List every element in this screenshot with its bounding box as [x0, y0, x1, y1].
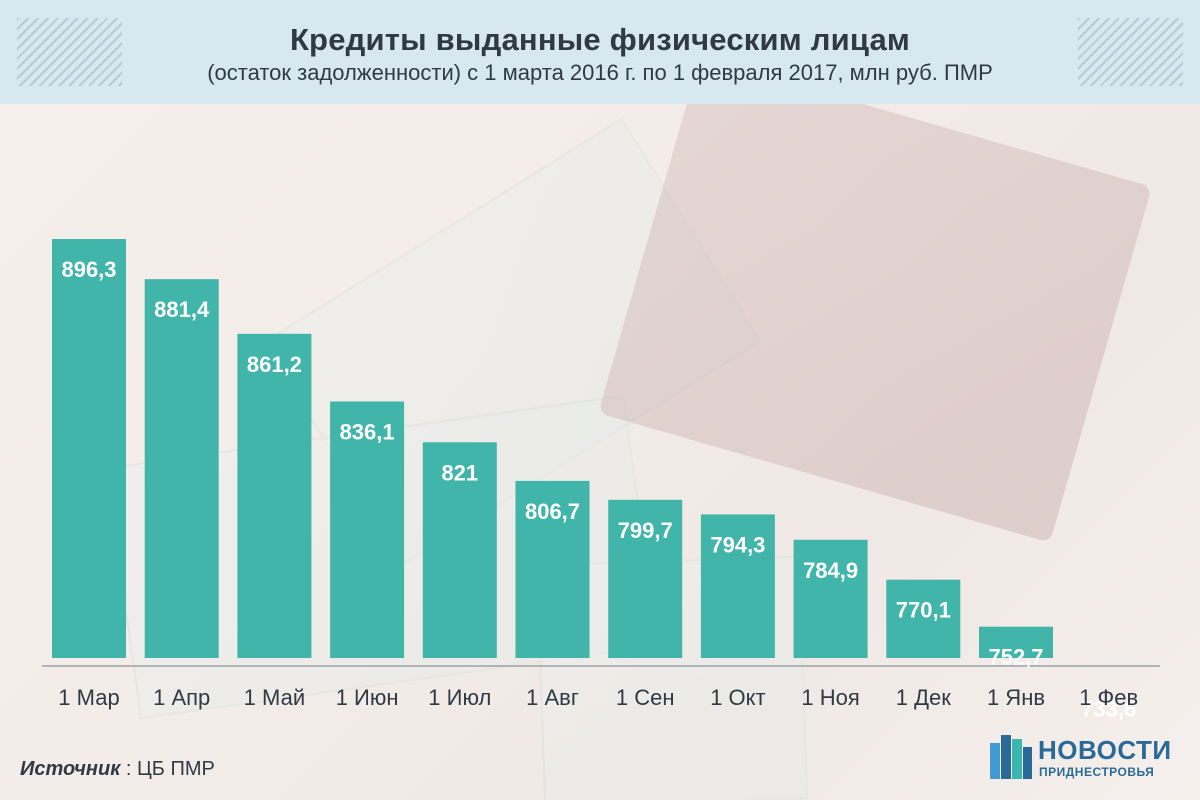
x-tick-label: 1 Дек	[896, 685, 951, 710]
x-tick-label: 1 Июл	[428, 685, 491, 710]
bar	[793, 539, 868, 658]
x-tick-label: 1 Май	[244, 685, 305, 710]
bar	[608, 499, 683, 658]
news-logo: НОВОСТИ ПРИДНЕСТРОВЬЯ	[990, 735, 1185, 785]
decorative-stripes	[17, 18, 122, 86]
bar	[515, 480, 590, 658]
x-tick-label: 1 Авг	[526, 685, 579, 710]
bar-value-label: 794,3	[710, 532, 765, 557]
x-tick-label: 1 Янв	[987, 685, 1045, 710]
x-tick-label: 1 Мар	[58, 685, 119, 710]
x-tick-label: 1 Фев	[1079, 685, 1138, 710]
source-value: ЦБ ПМР	[137, 758, 215, 780]
bar-value-label: 799,7	[618, 518, 673, 543]
source-note: Источник : ЦБ ПМР	[20, 758, 215, 781]
x-tick-label: 1 Окт	[710, 685, 765, 710]
bar-value-label: 821	[441, 460, 478, 485]
decorative-stripes	[1078, 18, 1183, 86]
source-separator: :	[120, 758, 138, 780]
bar-value-label: 770,1	[896, 598, 951, 623]
source-label: Источник	[20, 758, 121, 780]
bar-value-label: 896,3	[61, 257, 116, 282]
bar-value-label: 784,9	[803, 558, 858, 583]
chart-title: Кредиты выданные физическим лицам	[289, 22, 911, 57]
bar-value-label: 836,1	[340, 420, 395, 445]
bar-value-label: 861,2	[247, 352, 302, 377]
bar	[422, 442, 497, 658]
bar	[237, 333, 312, 658]
bar-value-label: 881,4	[154, 297, 210, 322]
logo-mark-icon	[990, 735, 1032, 779]
bar	[330, 401, 405, 658]
logo-title: НОВОСТИ	[1038, 735, 1172, 765]
chart-subtitle: (остаток задолженности) с 1 марта 2016 г…	[207, 60, 993, 85]
x-tick-label: 1 Ноя	[801, 685, 859, 710]
header-banner: Кредиты выданные физическим лицам (остат…	[0, 0, 1200, 104]
bar	[886, 579, 961, 658]
x-tick-label: 1 Сен	[616, 685, 675, 710]
logo-subtitle: ПРИДНЕСТРОВЬЯ	[1039, 765, 1155, 779]
bar-value-label: 806,7	[525, 499, 580, 524]
x-tick-label: 1 Апр	[153, 685, 210, 710]
x-tick-label: 1 Июн	[336, 685, 399, 710]
bar-value-label: 733,6	[1081, 696, 1136, 721]
bar	[144, 279, 219, 658]
bar-value-label: 752,7	[988, 645, 1043, 670]
bar	[52, 239, 126, 658]
bar	[979, 626, 1053, 658]
bar	[700, 514, 775, 658]
